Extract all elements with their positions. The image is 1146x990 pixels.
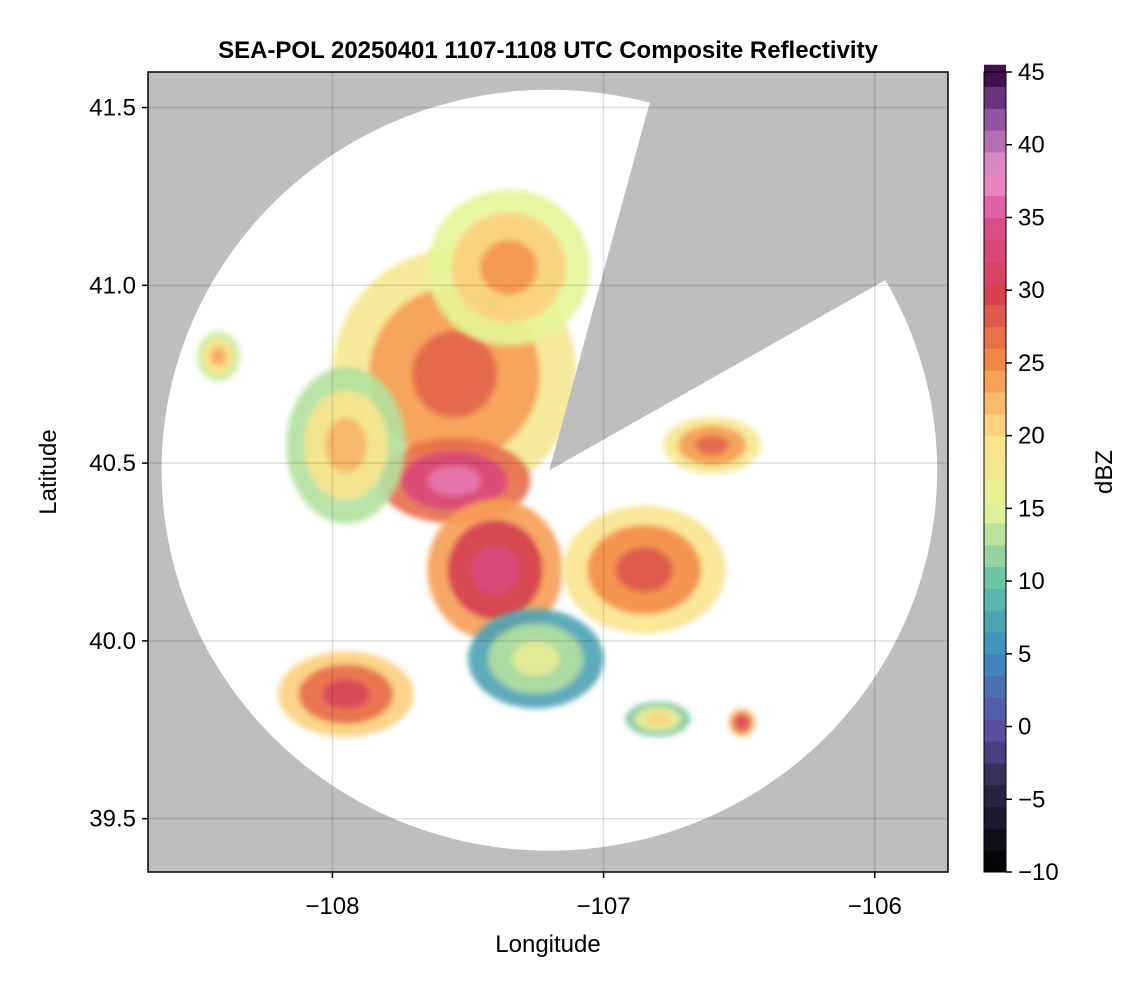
x-tick-label: −107 bbox=[577, 893, 631, 920]
colorbar-tick-label: 10 bbox=[1018, 568, 1045, 595]
colorbar-frame bbox=[983, 71, 1007, 873]
colorbar-tick-label: 30 bbox=[1018, 277, 1045, 304]
x-axis-label: Longitude bbox=[495, 931, 600, 958]
colorbar-tick-label: 0 bbox=[1018, 714, 1031, 741]
colorbar-segment bbox=[984, 610, 1006, 633]
echo-south-scatter bbox=[625, 701, 691, 737]
colorbar-segment bbox=[984, 675, 1006, 698]
colorbar-segment bbox=[984, 828, 1006, 851]
echo-far-west-blob bbox=[196, 331, 241, 382]
echo-small-se-cell bbox=[728, 708, 756, 737]
colorbar-segment bbox=[984, 762, 1006, 786]
colorbar-segment bbox=[984, 282, 1006, 306]
colorbar-segment bbox=[984, 501, 1006, 524]
colorbar-segment bbox=[984, 173, 1006, 197]
colorbar-segment bbox=[984, 784, 1006, 808]
colorbar-tick-label: 40 bbox=[1018, 132, 1045, 159]
colorbar-tick-label: 5 bbox=[1018, 641, 1031, 668]
colorbar-segment bbox=[984, 435, 1006, 458]
colorbar-tick-label: 25 bbox=[1018, 350, 1045, 377]
y-tick-label: 40.0 bbox=[89, 628, 136, 655]
colorbar-tick-label: 35 bbox=[1018, 204, 1045, 231]
colorbar-segment bbox=[984, 261, 1006, 284]
colorbar-segment bbox=[984, 86, 1006, 109]
colorbar-segment bbox=[984, 479, 1006, 502]
colorbar-segment bbox=[984, 152, 1006, 175]
colorbar-segment bbox=[984, 806, 1006, 829]
y-tick-label: 39.5 bbox=[89, 806, 136, 833]
colorbar-segment bbox=[984, 850, 1006, 873]
colorbar-tick-label: 20 bbox=[1018, 423, 1045, 450]
plot-area bbox=[147, 71, 949, 873]
colorbar-segment bbox=[984, 195, 1006, 218]
colorbar-segment bbox=[984, 697, 1006, 720]
echo-southeast-mass bbox=[562, 505, 726, 634]
colorbar-segment bbox=[984, 130, 1006, 153]
colorbar-segment bbox=[984, 108, 1006, 131]
colorbar: −10 −5 0 5 10 15 20 25 30 35 40 45 bbox=[983, 59, 1059, 886]
colorbar-segment bbox=[984, 566, 1006, 589]
colorbar-tick-label: −10 bbox=[1018, 859, 1059, 886]
x-axis: −108 −107 −106 bbox=[305, 872, 902, 920]
colorbar-segment bbox=[984, 413, 1006, 437]
colorbar-segment bbox=[984, 522, 1006, 546]
colorbar-segment bbox=[984, 64, 1006, 88]
y-axis: 39.5 40.0 40.5 41.0 41.5 bbox=[89, 95, 148, 833]
echo-west-fringe bbox=[286, 367, 406, 524]
y-tick-label: 41.0 bbox=[89, 272, 136, 299]
colorbar-segment bbox=[984, 348, 1006, 371]
colorbar-segment bbox=[984, 326, 1006, 349]
colorbar-segment bbox=[984, 304, 1006, 328]
colorbar-segment bbox=[984, 544, 1006, 568]
echo-southwest-line bbox=[278, 651, 414, 737]
colorbar-segment bbox=[984, 719, 1006, 742]
x-tick-label: −106 bbox=[848, 893, 902, 920]
y-tick-label: 40.5 bbox=[89, 450, 136, 477]
echo-north-lobe bbox=[427, 189, 591, 346]
blocked-sector bbox=[549, 72, 948, 471]
echo-south-green bbox=[468, 608, 604, 709]
colorbar-segment bbox=[984, 239, 1006, 262]
colorbar-label: dBZ bbox=[1091, 450, 1118, 494]
colorbar-segment bbox=[984, 457, 1006, 480]
colorbar-tick-label: −5 bbox=[1018, 786, 1045, 813]
colorbar-segment bbox=[984, 632, 1006, 655]
y-tick-label: 41.5 bbox=[89, 95, 136, 122]
colorbar-segment bbox=[984, 588, 1006, 611]
echo-east-cluster bbox=[663, 416, 761, 474]
chart-title: SEA-POL 20250401 1107-1108 UTC Composite… bbox=[218, 37, 879, 64]
colorbar-segment bbox=[984, 741, 1006, 764]
y-axis-label: Latitude bbox=[35, 429, 62, 514]
grid-lines bbox=[148, 72, 948, 872]
reflectivity-echoes bbox=[196, 72, 948, 737]
colorbar-segment bbox=[984, 217, 1006, 240]
colorbar-tick-label: 45 bbox=[1018, 59, 1045, 86]
colorbar-tick-label: 15 bbox=[1018, 495, 1045, 522]
echo-core-south bbox=[427, 498, 563, 641]
colorbar-segment bbox=[984, 392, 1006, 415]
x-tick-label: −108 bbox=[305, 893, 359, 920]
colorbar-segment bbox=[984, 653, 1006, 677]
plot-frame bbox=[147, 71, 949, 873]
colorbar-segment bbox=[984, 370, 1006, 393]
